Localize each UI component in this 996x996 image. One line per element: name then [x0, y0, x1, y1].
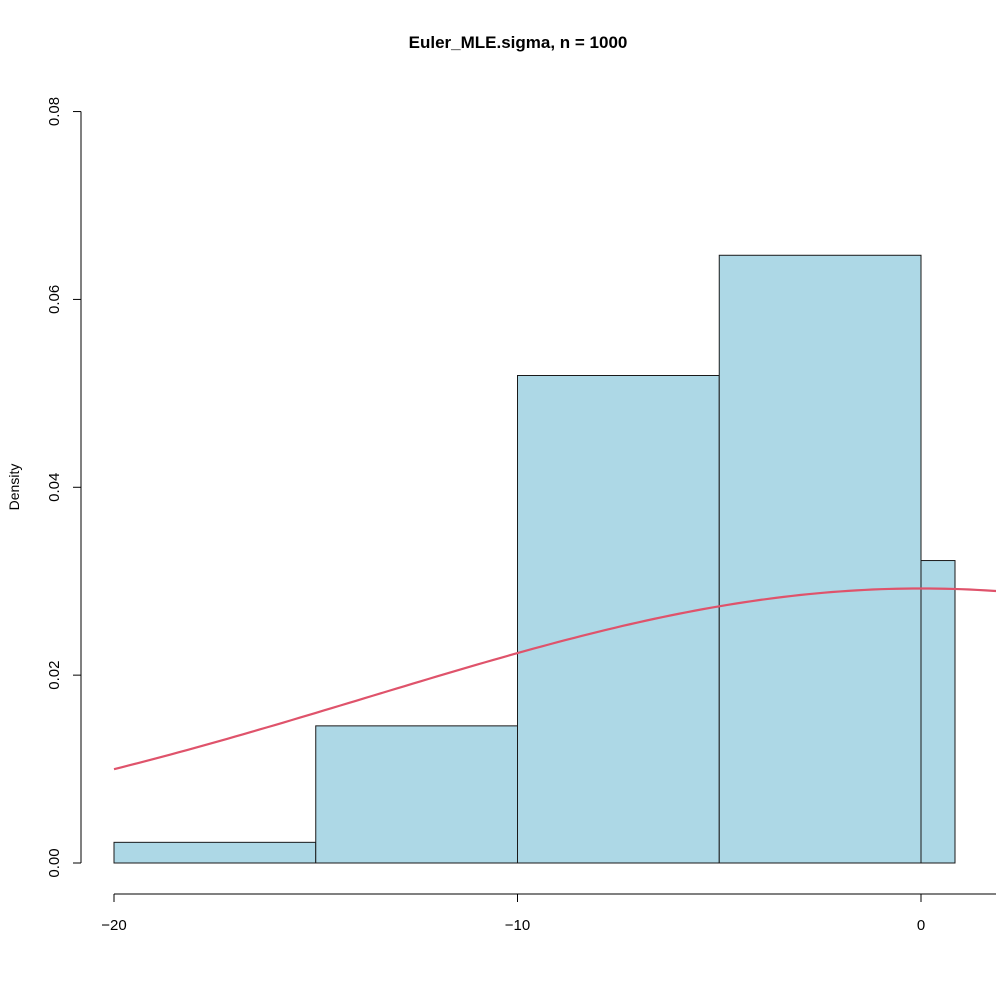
- y-tick-label-1: 0.00: [46, 848, 63, 877]
- y-axis-title: Density: [6, 464, 22, 511]
- y-tick-label-5: 0.08: [46, 97, 63, 126]
- y-tick-label-3: 0.04: [46, 473, 63, 502]
- x-axis: −20−1001020: [101, 893, 996, 934]
- histogram-bar-5: [920, 560, 956, 864]
- density-curve-group: [113, 587, 996, 771]
- y-tick-label-4: 0.06: [46, 285, 63, 314]
- x-tick-label-1: −20: [101, 917, 126, 934]
- x-tick-label-3: 0: [917, 917, 925, 934]
- y-axis: 0.00 0.02 0.04 0.06 0.08: [46, 97, 82, 878]
- y-tick-label-2: 0.02: [46, 661, 63, 690]
- histogram-bar-1: [113, 841, 317, 864]
- histogram-bar-2: [315, 725, 518, 864]
- histogram-bar-4: [718, 254, 922, 864]
- histogram-bars: [113, 254, 956, 864]
- x-tick-label-2: −10: [505, 917, 530, 934]
- normal-density-curve: [113, 587, 996, 771]
- chart-title: Euler_MLE.sigma, n = 1000: [409, 33, 628, 52]
- histogram-bar-3: [517, 375, 720, 864]
